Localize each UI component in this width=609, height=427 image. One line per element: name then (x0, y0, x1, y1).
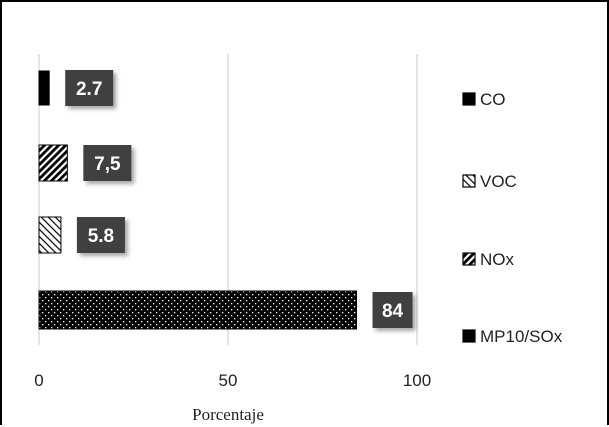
data-label-box-mp10-sox (372, 292, 413, 328)
legend-item-mp10-sox: MP10/SOx (462, 327, 563, 346)
data-label-text-voc: 7,5 (94, 154, 121, 175)
x-tick-label-100: 100 (403, 371, 431, 390)
legend-label-mp10-sox: MP10/SOx (480, 327, 563, 346)
data-label-mp10-sox: 84 (372, 292, 413, 328)
legend: CO VOC NOx MP10/SOx (462, 90, 563, 346)
legend-label-nox: NOx (480, 250, 515, 269)
bar-layer (38, 70, 358, 330)
data-label-voc: 7,5 (83, 145, 132, 181)
x-tick-label-0: 0 (34, 371, 43, 390)
x-tick-label-50: 50 (219, 371, 238, 390)
data-label-box-co (65, 70, 114, 106)
bar-mp10-sox (38, 290, 358, 330)
legend-swatch-co (462, 92, 476, 106)
bar-co (38, 70, 50, 106)
bar-voc (38, 144, 68, 182)
data-label-text-nox: 5.8 (88, 226, 114, 247)
data-label-text-mp10-sox: 84 (382, 301, 404, 322)
data-label-text-co: 2.7 (76, 79, 102, 100)
data-label-box-voc (83, 145, 132, 181)
legend-label-voc: VOC (480, 172, 517, 191)
legend-label-co: CO (480, 90, 506, 109)
data-label-nox: 5.8 (76, 217, 125, 253)
legend-swatch-nox (462, 252, 476, 266)
legend-item-voc: VOC (462, 172, 517, 191)
data-label-box-nox (76, 217, 125, 253)
legend-item-co: CO (462, 90, 506, 109)
legend-item-nox: NOx (462, 250, 515, 269)
data-label-co: 2.7 (65, 70, 114, 106)
bar-nox (38, 216, 62, 254)
x-tick-layer: 0 50 100 (34, 371, 431, 390)
legend-swatch-voc (462, 174, 476, 188)
x-axis-title: Porcentaje (192, 405, 264, 424)
legend-swatch-mp10-sox (462, 329, 476, 343)
data-label-layer: 2.7 7,5 5.8 84 (65, 70, 413, 328)
